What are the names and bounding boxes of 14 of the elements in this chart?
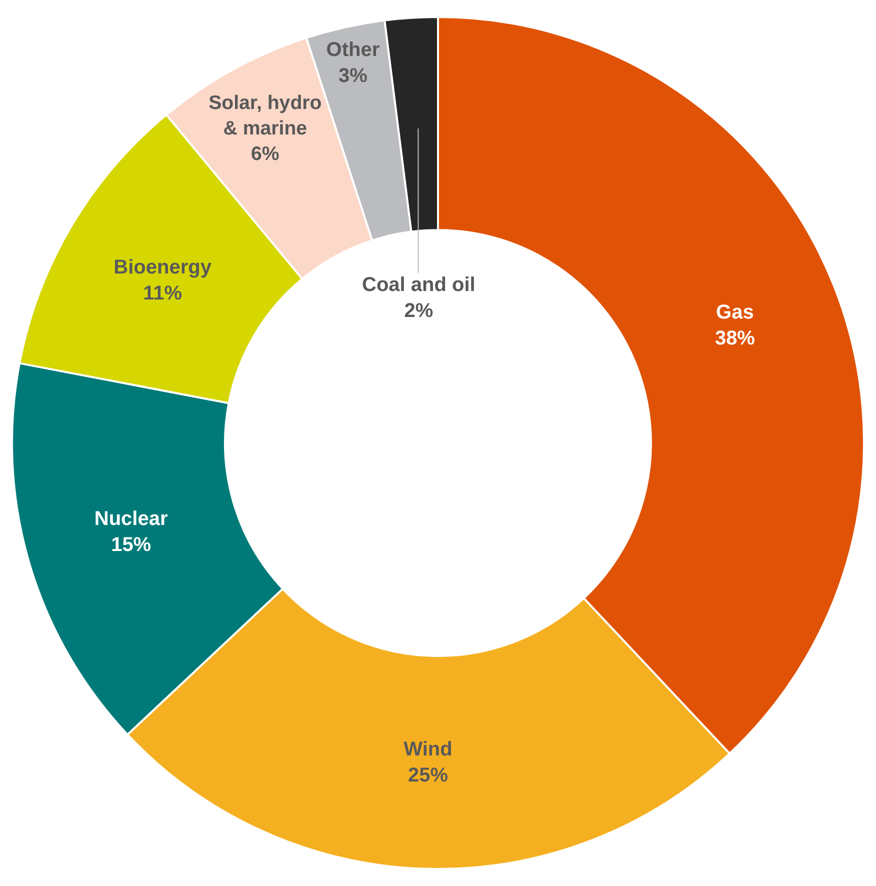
slice-label: Wind — [404, 738, 452, 760]
data-label: 38% — [714, 327, 756, 350]
slice-label: Coal and oil — [362, 274, 476, 296]
data-label: 2% — [404, 300, 434, 322]
data-label: 3% — [338, 65, 368, 88]
slice-label: Gas — [716, 301, 754, 324]
data-label: 25% — [408, 764, 448, 786]
slice-label: Bioenergy — [114, 256, 212, 278]
data-label: 15% — [111, 534, 152, 556]
data-label: 11% — [143, 282, 182, 304]
slice-label: Nuclear — [94, 508, 168, 530]
data-label: 6% — [251, 142, 280, 165]
slice-label: Solar, hydro & marine — [208, 92, 322, 140]
slice-label: Other — [326, 39, 380, 62]
